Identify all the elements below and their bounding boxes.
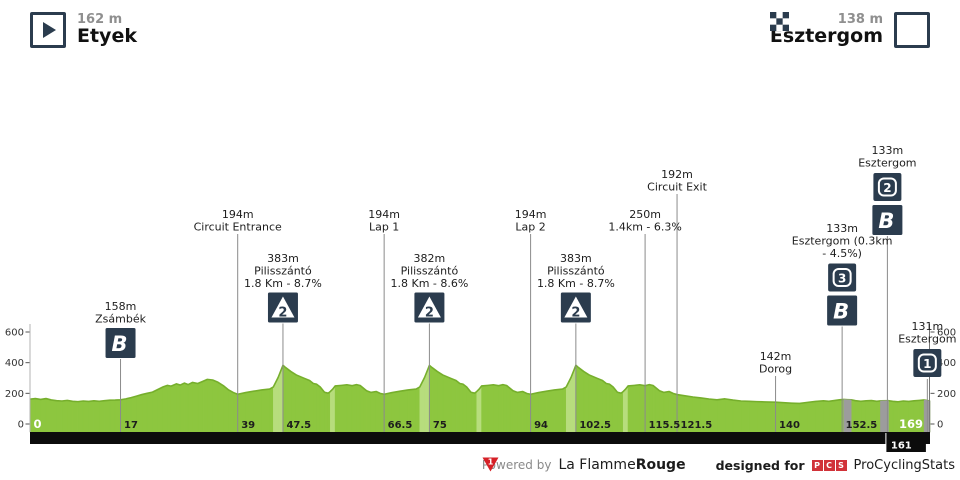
powered-by-label: Powered by	[481, 458, 552, 472]
svg-text:0: 0	[18, 420, 24, 431]
start-icon	[30, 12, 66, 48]
distance-axis-bar	[30, 432, 930, 444]
svg-text:2: 2	[571, 306, 580, 321]
la-flamme-rouge-logo-icon: 1	[482, 457, 499, 472]
svg-text:47.5: 47.5	[286, 420, 311, 431]
svg-text:1: 1	[488, 458, 494, 467]
lfr-name-regular: La Flamme	[558, 457, 636, 473]
svg-text:94: 94	[534, 420, 548, 431]
waypoints: 158m Zsámbék B 194m Circuit Entrance 383m Pili…	[95, 144, 956, 377]
waypoint-39: 194m Circuit Entrance	[194, 208, 282, 234]
svg-text:102.5: 102.5	[579, 420, 611, 431]
svg-text:152.5: 152.5	[846, 420, 878, 431]
svg-text:0: 0	[937, 420, 943, 431]
elevation-area	[29, 364, 931, 433]
svg-text:200: 200	[937, 389, 956, 400]
bonus-sprint-badge: B	[872, 205, 903, 235]
designed-for-label: designed for	[715, 457, 805, 473]
svg-text:66.5: 66.5	[388, 420, 413, 431]
pcs-letter-c: C	[823, 459, 835, 471]
svg-text:169: 169	[899, 417, 923, 431]
waypoint-121.5: 192m Circuit Exit	[647, 168, 707, 194]
svg-text:400: 400	[937, 358, 956, 369]
passage-badge-1: 1	[913, 349, 942, 377]
climb-badge-cat2: 2	[414, 292, 445, 323]
svg-text:75: 75	[433, 420, 447, 431]
svg-text:2: 2	[425, 306, 434, 321]
pcs-letter-s: S	[835, 459, 847, 471]
svg-text:39: 39	[241, 420, 255, 431]
svg-text:B: B	[833, 300, 849, 324]
svg-text:121.5: 121.5	[681, 420, 713, 431]
waypoint-168.5: 131m Esztergom 1	[898, 320, 956, 377]
procyclingstats-name: ProCyclingStats	[853, 457, 955, 473]
finish-name: Esztergom	[769, 24, 883, 47]
credits-footer: Powered by 1 La FlammeRouge designed for…	[482, 457, 955, 473]
svg-text:3: 3	[838, 271, 846, 285]
svg-text:200: 200	[5, 389, 24, 400]
waypoint-140: 142m Dorog	[759, 350, 792, 376]
start-elevation: 162 m	[77, 12, 123, 28]
bonus-sprint-badge: B	[105, 328, 136, 358]
la-flamme-rouge-name: La FlammeRouge	[558, 457, 685, 473]
passage-badge-3: 3	[828, 263, 857, 292]
checkered-flag-icon	[769, 12, 789, 31]
climb-badge-cat2: 2	[560, 292, 591, 323]
waypoint-161: 133m Esztergom 2 B	[858, 144, 917, 235]
bonus-sprint-badge: B	[827, 295, 858, 326]
svg-text:140: 140	[779, 420, 800, 431]
waypoint-102.5: 383m Pilisszántó 1.8 Km - 8.7% 2	[537, 252, 615, 323]
start-name: Etyek	[77, 24, 137, 47]
waypoint-66.5: 194m Lap 1	[368, 208, 400, 234]
svg-text:600: 600	[937, 328, 956, 339]
svg-text:0: 0	[34, 417, 42, 431]
svg-text:400: 400	[5, 358, 24, 369]
svg-text:2: 2	[883, 181, 891, 195]
svg-text:1: 1	[923, 357, 931, 371]
km-callout: 161	[885, 433, 926, 452]
waypoint-94: 194m Lap 2	[515, 208, 547, 234]
passage-badge-2: 2	[873, 173, 902, 201]
svg-text:B: B	[878, 209, 894, 233]
profile-edge-line	[29, 364, 931, 405]
waypoint-47.5: 383m Pilisszántó 1.8 Km - 8.7% 2	[244, 252, 322, 323]
waypoint-17: 158m Zsámbék B	[95, 300, 147, 358]
climb-badge-cat2: 2	[267, 292, 298, 323]
finish-elevation: 138 m	[837, 12, 883, 28]
svg-text:2: 2	[278, 306, 287, 321]
finish-header: 138 m Esztergom	[769, 12, 930, 48]
waypoint-75: 382m Pilisszántó 1.8 Km - 8.6% 2	[390, 252, 468, 323]
pcs-letter-p: P	[811, 459, 823, 471]
waypoint-152.5: 133m Esztergom (0.3km - 4.5%) 3 B	[792, 222, 893, 326]
svg-text:17: 17	[124, 420, 138, 431]
svg-text:B: B	[112, 332, 128, 356]
start-header: 162 m Etyek	[30, 12, 137, 48]
svg-text:115.5: 115.5	[649, 420, 681, 431]
svg-text:600: 600	[5, 328, 24, 339]
lfr-name-bold: Rouge	[635, 457, 686, 473]
finish-icon	[769, 12, 930, 48]
svg-text:161: 161	[891, 441, 912, 452]
x-axis-labels: 0 17 39 47.5 66.5 75 94 102.5 115.5 121.5 140 152.5…	[34, 417, 924, 431]
waypoint-lines	[120, 194, 928, 432]
waypoint-115.5: 250m 1.4km - 6.3%	[608, 208, 682, 234]
pcs-logo-icon: P C S	[811, 459, 847, 471]
play-triangle-icon	[43, 22, 56, 38]
